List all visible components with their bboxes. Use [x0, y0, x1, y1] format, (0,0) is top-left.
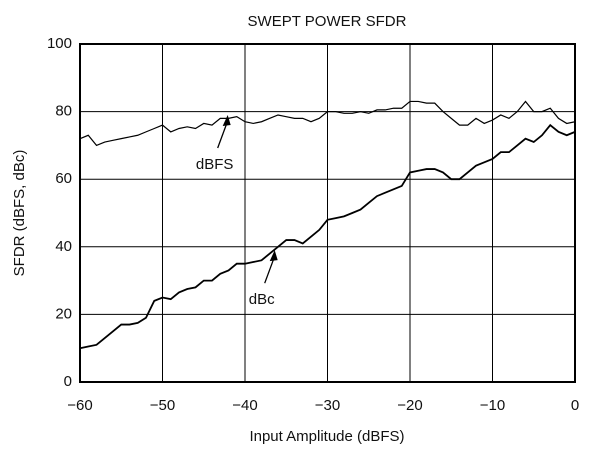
annotation-arrowhead [269, 250, 278, 262]
x-tick-label: −60 [67, 397, 92, 414]
x-tick-label: 0 [571, 397, 579, 414]
y-tick-label: 80 [55, 103, 72, 120]
x-tick-label: −50 [150, 397, 175, 414]
annotation: dBFS [196, 156, 234, 173]
x-axis-label: Input Amplitude (dBFS) [249, 428, 404, 445]
y-tick-label: 20 [55, 305, 72, 322]
y-tick-label: 100 [47, 35, 72, 52]
plot-frame [79, 43, 576, 383]
x-tick-label: −30 [315, 397, 340, 414]
y-tick-label: 0 [64, 373, 72, 390]
annotation: dBc [249, 291, 275, 308]
y-tick-label: 40 [55, 238, 72, 255]
annotation-arrowhead [222, 114, 231, 126]
y-tick-label: 60 [55, 170, 72, 187]
chart-title: SWEPT POWER SFDR [248, 13, 407, 30]
x-tick-label: −10 [480, 397, 505, 414]
series-line [79, 123, 576, 350]
series-line [79, 100, 576, 147]
x-tick-label: −40 [232, 397, 257, 414]
y-axis-label: SFDR (dBFS, dBc) [11, 150, 28, 277]
x-tick-label: −20 [397, 397, 422, 414]
